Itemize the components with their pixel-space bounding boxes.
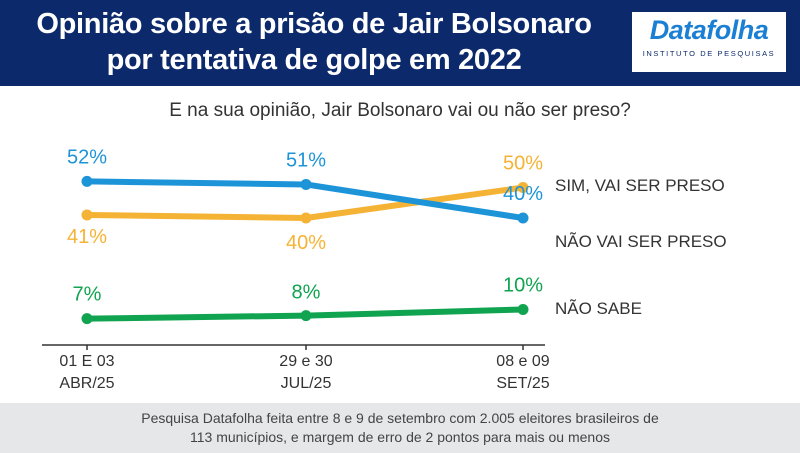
data-point [81,175,93,187]
logo-subtitle: INSTITUTO DE PESQUISAS [642,49,776,58]
chart-question: E na sua opinião, Jair Bolsonaro vai ou … [169,100,631,121]
title-line-2: por tentativa de golpe em 2022 [106,44,522,76]
data-label: 50% [503,153,543,175]
data-point [300,310,312,322]
data-label: 10% [503,275,543,297]
footer-line-2: 113 municípios, e margem de erro de 2 po… [190,429,610,445]
label-layer: 41% 40% 50% SIM, VAI SER PRESO 52% 51% 40% NÃO … [67,146,727,318]
x-tick-label-line1: 01 E 03 [59,353,114,370]
data-point [517,304,529,315]
legend-label: NÃO VAI SER PRESO [555,232,727,251]
footer-line-1: Pesquisa Datafolha feita entre 8 e 9 de … [141,410,659,426]
data-label: 40% [286,232,326,254]
data-point [517,212,529,224]
data-label: 52% [67,146,107,168]
x-tick-label-line1: 08 e 09 [496,353,549,370]
data-point [81,209,93,221]
legend-label: NÃO SABE [555,299,642,318]
data-point [300,178,312,190]
datafolha-logo: Datafolha INSTITUTO DE PESQUISAS [632,12,786,72]
footer-text: Pesquisa Datafolha feita entre 8 e 9 de … [0,409,800,447]
data-point [300,212,312,224]
data-point [81,313,93,325]
data-label: 8% [292,282,321,304]
data-label: 41% [67,226,107,248]
x-tick-label-line2: SET/25 [496,375,549,392]
data-label: 7% [73,284,102,306]
data-point [517,182,529,193]
data-label: 40% [503,183,543,205]
x-tick-label-line2: JUL/25 [281,375,332,392]
x-tick-label-line2: ABR/25 [59,375,114,392]
data-label: 51% [286,149,326,171]
logo-name: Datafolha [649,15,769,45]
legend-label: SIM, VAI SER PRESO [555,176,725,195]
chart-title: Opinião sobre a prisão de Jair Bolsonaro… [14,6,614,78]
title-line-1: Opinião sobre a prisão de Jair Bolsonaro [36,8,592,40]
header-bar: Opinião sobre a prisão de Jair Bolsonaro… [0,0,800,86]
footer-note: Pesquisa Datafolha feita entre 8 e 9 de … [0,403,800,453]
series-layer [81,175,529,325]
x-axis: 01 E 03 ABR/25 29 e 30 JUL/25 08 e 09 SET/25 [42,344,550,392]
x-tick-label-line1: 29 e 30 [279,353,332,370]
